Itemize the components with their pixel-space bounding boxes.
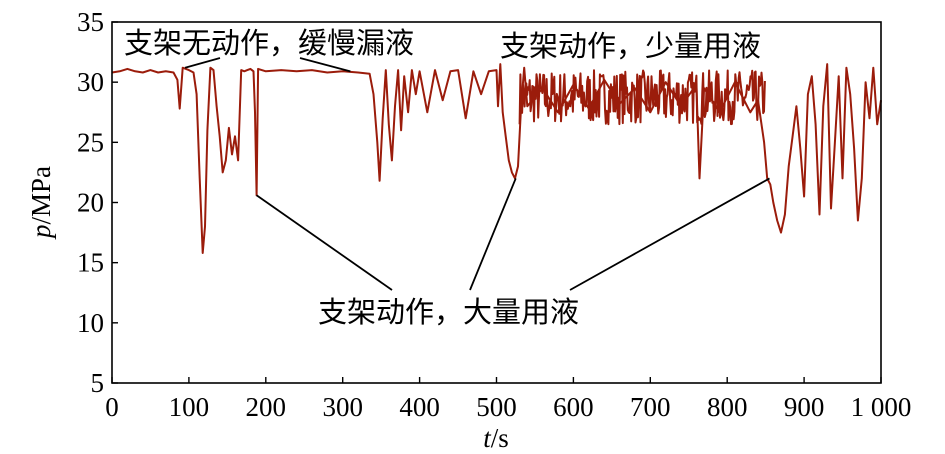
y-axis-title: p/MPa: [26, 166, 56, 240]
x-tick-label: 100: [169, 392, 210, 422]
y-tick-label: 30: [77, 67, 104, 97]
y-tick-label: 25: [77, 127, 104, 157]
x-tick-label: 400: [399, 392, 440, 422]
x-axis-title: t/s: [483, 423, 509, 453]
annotation-leader: [184, 57, 221, 69]
ticks-layer: 0 100 200 300 400 500 600 700 800 900 1 000 5 10 15 20…: [77, 7, 911, 422]
annotation-leader: [469, 178, 517, 291]
x-tick-label: 0: [105, 392, 119, 422]
x-tick-label: 600: [553, 392, 594, 422]
x-tick-label: 1 000: [851, 392, 912, 422]
y-axis-variable: p: [26, 225, 56, 241]
x-tick-label: 500: [476, 392, 517, 422]
y-tick-label: 35: [77, 7, 104, 37]
x-axis-variable: t: [483, 423, 492, 453]
y-tick-label: 10: [77, 308, 104, 338]
annotation-leader: [569, 177, 770, 291]
x-tick-label: 300: [322, 392, 363, 422]
annotation-leader: [256, 194, 393, 291]
x-tick-label: 800: [707, 392, 748, 422]
x-tick-label: 200: [246, 392, 287, 422]
annotation-leader: [299, 57, 351, 73]
annotation-small-usage: 支架动作，少量用液: [500, 29, 761, 63]
x-axis-unit: /s: [491, 423, 509, 453]
y-tick-label: 20: [77, 188, 104, 218]
y-tick-label: 5: [91, 368, 105, 398]
annotation-leaders: [184, 57, 770, 291]
x-tick-label: 700: [630, 392, 671, 422]
annotation-no-action: 支架无动作，缓慢漏液: [124, 26, 414, 60]
y-axis-unit: /MPa: [26, 166, 56, 225]
series-layer: [111, 63, 882, 254]
pressure-oscillation-band: [518, 69, 766, 126]
x-tick-label: 900: [784, 392, 825, 422]
annotation-large-usage: 支架动作，大量用液: [318, 295, 579, 329]
pressure-series-line: [111, 63, 882, 254]
y-tick-label: 15: [77, 248, 104, 278]
